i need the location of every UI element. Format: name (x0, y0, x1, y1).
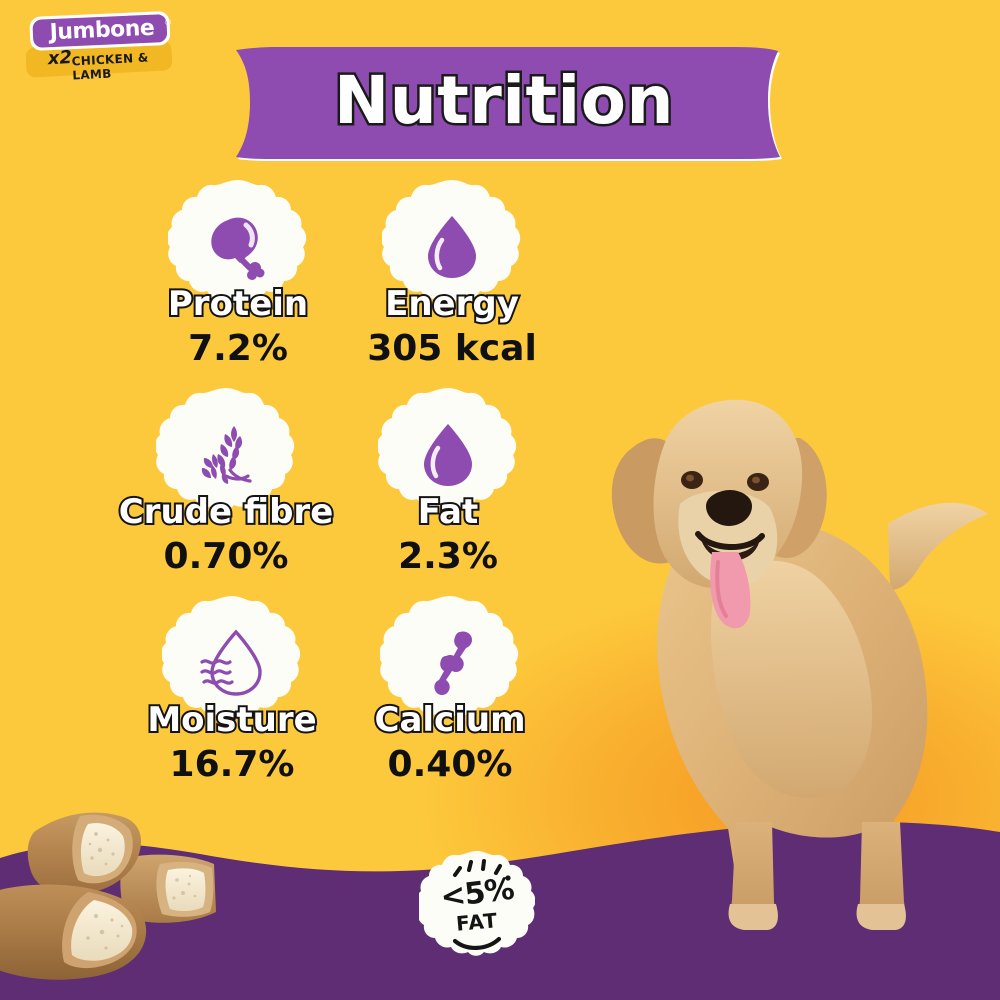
badge-moisture (162, 592, 302, 732)
nutrition-value: 2.3% (398, 536, 498, 577)
nutrition-item-protein: Protein 7.2% (120, 176, 340, 384)
badge-calcium (380, 592, 520, 732)
nutrition-label: Calcium (373, 698, 528, 742)
nutrition-value: 0.70% (163, 536, 289, 577)
badge-fat (378, 384, 518, 524)
bone-joint-icon (434, 631, 472, 695)
logo-multiplier: x2 (47, 46, 73, 70)
nutrition-item-fat: Fat 2.3% (340, 384, 560, 592)
page-title-banner: Nutrition (216, 44, 792, 162)
moisture-droplet-icon (200, 629, 262, 696)
nutrition-label: Moisture (145, 698, 318, 742)
dog-photo (611, 399, 988, 930)
logo-flavour: CHICKEN & LAMB (71, 50, 149, 83)
nutrition-value: 16.7% (169, 744, 295, 785)
nutrition-row: Crude fibre 0.70% Fat 2.3% (117, 384, 560, 592)
nutrition-label: Protein (166, 282, 310, 326)
nutrition-item-energy: Energy 305 kcal (340, 176, 560, 384)
brand-logo: Jumbone ® x2 CHICKEN & LAMB (14, 8, 184, 83)
badge-protein (168, 176, 308, 316)
nutrition-row: Moisture 16.7% (120, 592, 560, 800)
nutrition-item-moisture: Moisture 16.7% (120, 592, 340, 800)
nutrition-row: Protein 7.2% Energy 305 kcal (120, 176, 560, 384)
nutrition-value: 7.2% (188, 328, 288, 369)
nutrition-grid: Protein 7.2% Energy 305 kcal (117, 176, 560, 800)
nutrition-value: 0.40% (387, 744, 513, 785)
energy-droplet-icon (428, 216, 476, 278)
chicken-drumstick-icon (211, 217, 265, 280)
dog-chews-photo (0, 812, 216, 980)
nutrition-label: Energy (383, 282, 521, 326)
cloud-shape (162, 596, 301, 718)
badge-crude-fibre (156, 384, 296, 524)
banner-shape (236, 47, 782, 161)
logo-wordmark: Jumbone (49, 15, 155, 46)
fat-claim-stamp: <5% FAT (416, 848, 536, 964)
wheat-stalk-icon (201, 426, 252, 484)
nutrition-value: 305 kcal (367, 328, 537, 369)
page-title: Nutrition (332, 59, 676, 141)
nutrition-label: Fat (416, 490, 480, 534)
badge-energy (382, 176, 522, 316)
nutrition-label: Crude fibre (117, 490, 336, 534)
fat-droplet-icon (424, 424, 472, 486)
nutrition-item-crude-fibre: Crude fibre 0.70% (117, 384, 340, 592)
nutrition-item-calcium: Calcium 0.40% (340, 592, 560, 800)
logo-trademark: ® (163, 17, 173, 28)
